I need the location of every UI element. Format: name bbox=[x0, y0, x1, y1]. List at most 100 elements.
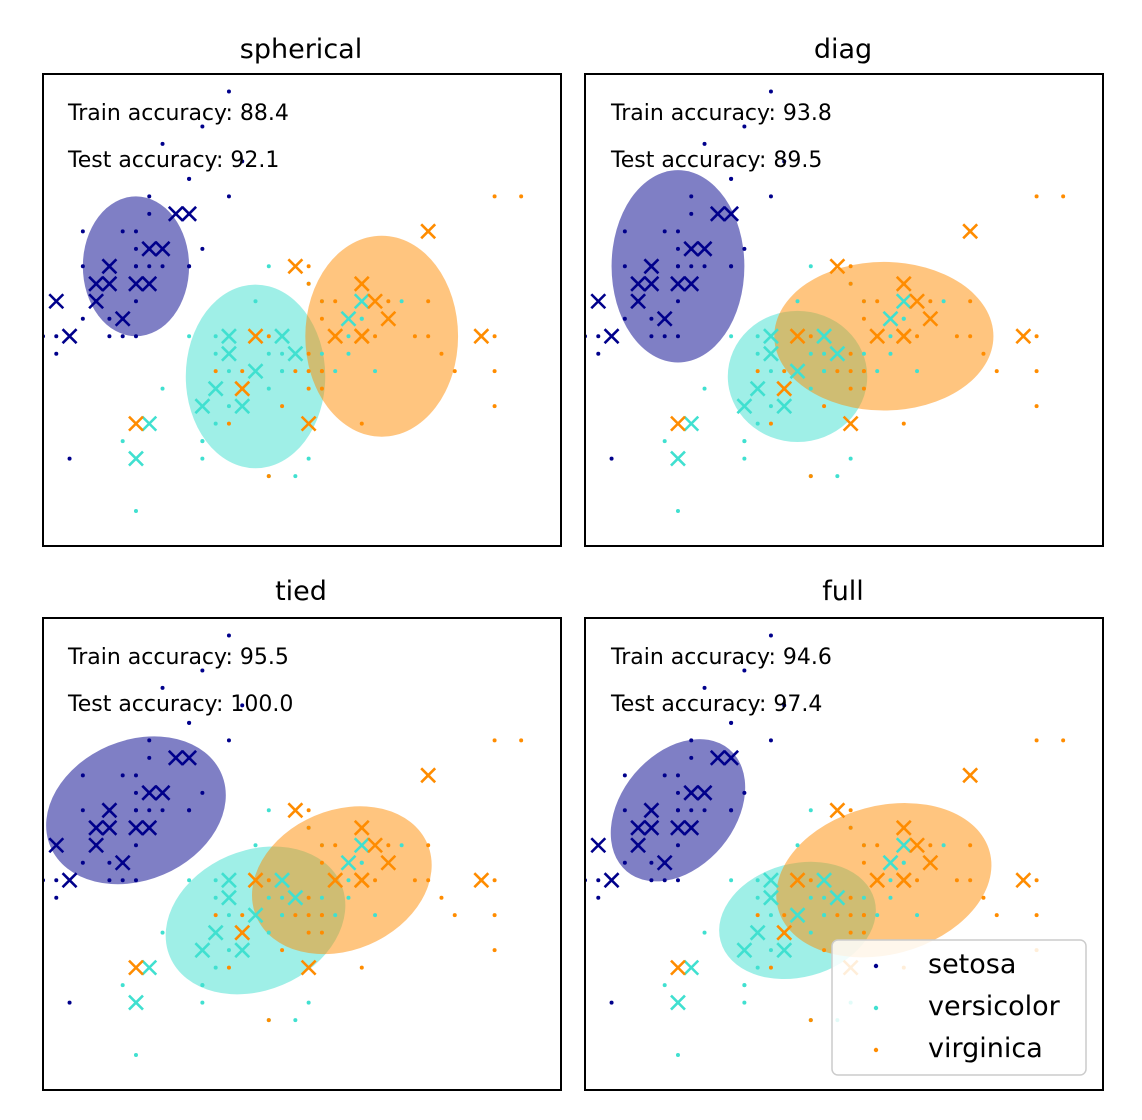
train-point-setosa bbox=[80, 316, 85, 321]
test-point-setosa bbox=[696, 784, 713, 801]
train-point-versicolor bbox=[213, 334, 218, 339]
train-point-versicolor bbox=[266, 351, 271, 356]
test-point-versicolor bbox=[194, 942, 211, 959]
test-point-virginica bbox=[1015, 872, 1032, 889]
test-point-setosa bbox=[114, 310, 131, 327]
train-point-setosa bbox=[133, 790, 138, 795]
test-point-setosa bbox=[114, 854, 131, 871]
train-point-setosa bbox=[596, 878, 601, 883]
train-point-virginica bbox=[280, 948, 285, 953]
train-point-virginica bbox=[861, 843, 866, 848]
panel-diag: diag Train accuracy: 93.8 Test accuracy:… bbox=[584, 34, 1104, 547]
test-point-setosa bbox=[88, 837, 105, 854]
train-point-virginica bbox=[861, 930, 866, 935]
train-point-setosa bbox=[226, 738, 231, 743]
test-point-versicolor bbox=[128, 450, 144, 467]
train-point-setosa bbox=[689, 755, 694, 760]
test-point-setosa bbox=[141, 819, 158, 836]
train-point-versicolor bbox=[306, 456, 311, 461]
train-point-setosa bbox=[768, 633, 773, 638]
test-point-virginica bbox=[420, 767, 437, 784]
train-point-virginica bbox=[412, 878, 417, 883]
train-point-virginica bbox=[240, 913, 245, 918]
train-point-virginica bbox=[306, 351, 311, 356]
train-point-setosa bbox=[768, 194, 773, 199]
test-point-setosa bbox=[128, 819, 144, 836]
train-point-setosa bbox=[147, 755, 152, 760]
test-point-virginica bbox=[776, 924, 793, 941]
train-point-virginica bbox=[319, 913, 324, 918]
legend-marker-setosa bbox=[873, 963, 879, 969]
test-point-virginica bbox=[895, 872, 912, 889]
test-point-versicolor bbox=[221, 328, 237, 345]
train-point-virginica bbox=[266, 474, 271, 479]
train-point-setosa bbox=[160, 685, 165, 690]
legend-label-virginica: virginica bbox=[928, 1033, 1043, 1064]
train-point-virginica bbox=[266, 878, 271, 883]
train-point-versicolor bbox=[346, 334, 351, 339]
test-point-versicolor bbox=[776, 398, 793, 415]
train-point-virginica bbox=[915, 334, 920, 339]
train-point-virginica bbox=[861, 299, 866, 304]
train-point-virginica bbox=[319, 843, 324, 848]
test-point-virginica bbox=[353, 275, 370, 292]
axes-frame bbox=[584, 617, 1104, 1091]
test-point-versicolor bbox=[895, 293, 912, 310]
test-point-virginica bbox=[842, 415, 859, 432]
train-point-versicolor bbox=[306, 1000, 311, 1005]
test-point-setosa bbox=[696, 240, 713, 257]
train-point-virginica bbox=[359, 421, 364, 426]
train-point-virginica bbox=[981, 895, 986, 900]
train-point-versicolor bbox=[755, 965, 760, 970]
test-point-setosa bbox=[154, 240, 171, 257]
train-point-virginica bbox=[492, 878, 497, 883]
train-point-virginica bbox=[875, 299, 880, 304]
train-point-setosa bbox=[675, 246, 680, 251]
train-point-virginica bbox=[373, 334, 378, 339]
train-point-versicolor bbox=[226, 948, 231, 953]
test-point-setosa bbox=[670, 819, 686, 836]
test-point-versicolor bbox=[353, 293, 370, 310]
test-point-virginica bbox=[789, 328, 806, 345]
train-point-versicolor bbox=[861, 351, 866, 356]
train-point-virginica bbox=[994, 913, 999, 918]
train-point-setosa bbox=[768, 738, 773, 743]
train-point-versicolor bbox=[226, 404, 231, 409]
train-point-virginica bbox=[768, 965, 773, 970]
test-point-virginica bbox=[353, 872, 370, 889]
train-point-virginica bbox=[519, 194, 524, 199]
train-point-versicolor bbox=[768, 369, 773, 374]
test-point-virginica bbox=[962, 223, 979, 240]
train-point-virginica bbox=[240, 369, 245, 374]
train-point-setosa bbox=[133, 843, 138, 848]
test-point-setosa bbox=[88, 819, 105, 836]
train-point-setosa bbox=[649, 860, 654, 865]
train-point-versicolor bbox=[755, 351, 760, 356]
test-point-setosa bbox=[723, 205, 740, 222]
test-point-versicolor bbox=[207, 380, 224, 397]
test-point-setosa bbox=[590, 293, 607, 310]
plot-area bbox=[43, 89, 524, 514]
train-point-setosa bbox=[187, 720, 192, 725]
train-point-virginica bbox=[848, 386, 853, 391]
test-accuracy-label: Test accuracy: 97.4 bbox=[610, 692, 822, 717]
train-point-versicolor bbox=[200, 1000, 205, 1005]
train-point-virginica bbox=[968, 334, 973, 339]
train-point-virginica bbox=[954, 334, 959, 339]
test-point-setosa bbox=[643, 802, 660, 819]
test-point-versicolor bbox=[274, 328, 290, 345]
train-point-versicolor bbox=[702, 386, 707, 391]
train-point-versicolor bbox=[359, 316, 364, 321]
train-point-virginica bbox=[306, 281, 311, 286]
test-point-setosa bbox=[709, 749, 726, 766]
train-point-setosa bbox=[133, 878, 138, 883]
train-point-virginica bbox=[492, 913, 497, 918]
test-point-virginica bbox=[367, 293, 383, 310]
legend-marker-virginica bbox=[873, 1047, 879, 1053]
train-accuracy-label: Train accuracy: 88.4 bbox=[67, 101, 289, 126]
train-point-setosa bbox=[649, 316, 654, 321]
train-point-virginica bbox=[848, 913, 853, 918]
train-point-virginica bbox=[968, 299, 973, 304]
test-point-versicolor bbox=[816, 872, 832, 889]
train-point-versicolor bbox=[755, 895, 760, 900]
